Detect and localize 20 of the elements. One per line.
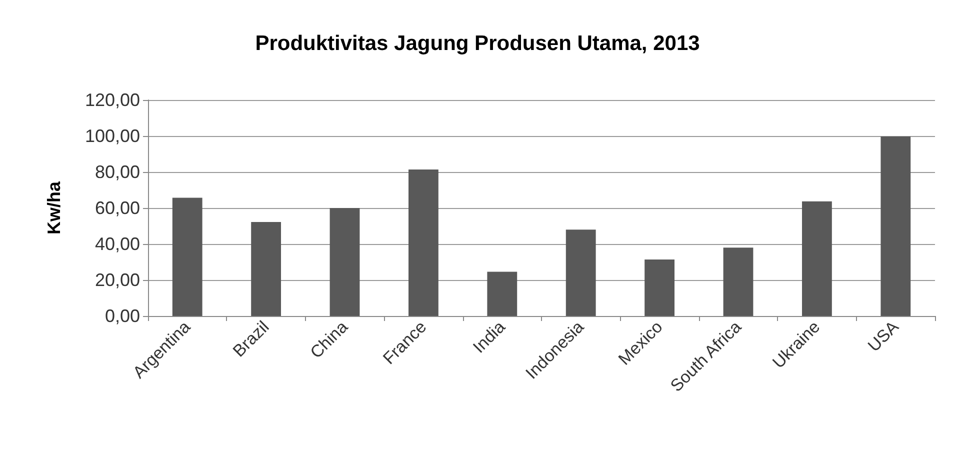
bar <box>251 222 282 316</box>
bar <box>880 136 911 316</box>
y-axis-title: Kw/ha <box>44 180 64 235</box>
y-tick-label: 0,00 <box>104 306 140 326</box>
y-tick-label: 60,00 <box>94 198 140 218</box>
y-tick-label: 80,00 <box>94 162 140 182</box>
bar <box>408 169 438 316</box>
bar <box>644 259 675 316</box>
bar <box>330 208 360 316</box>
bar <box>172 198 202 316</box>
bar <box>723 248 754 316</box>
y-tick-label: 120,00 <box>84 90 140 110</box>
chart-title: Produktivitas Jagung Produsen Utama, 2013 <box>255 32 700 55</box>
y-tick-label: 20,00 <box>94 270 140 290</box>
x-tick-label: USA <box>864 316 903 356</box>
bar <box>487 272 518 316</box>
y-tick-label: 40,00 <box>94 234 140 254</box>
bar <box>802 201 832 316</box>
bar <box>566 230 596 316</box>
y-tick-label: 100,00 <box>84 126 140 146</box>
